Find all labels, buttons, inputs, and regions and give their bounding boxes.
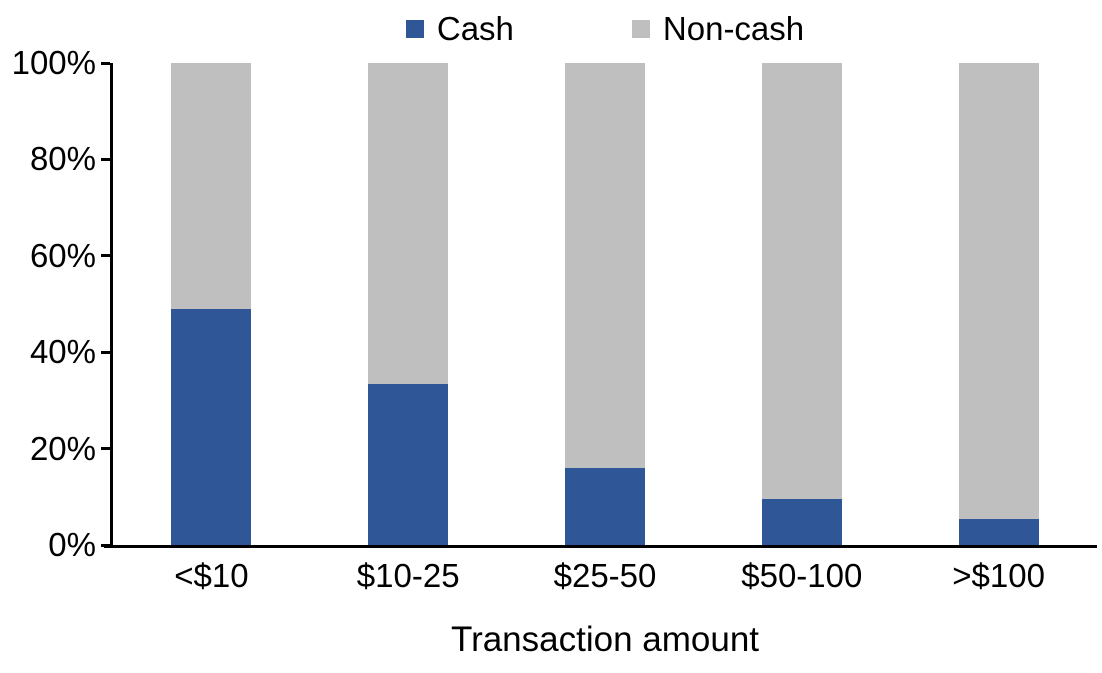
cash-legend-swatch-icon: [405, 20, 424, 38]
y-axis-tick: [101, 61, 110, 65]
bar-segment-cash: [368, 383, 449, 545]
y-axis-labels: 0% 20% 40% 60% 80% 100%: [0, 44, 96, 563]
x-axis-line: [104, 545, 1097, 548]
bar-3: [565, 63, 645, 545]
x-axis-category-label: >$100: [952, 557, 1045, 594]
chart-legend: Cash Non-cash: [113, 8, 1097, 50]
bar-4: [761, 63, 842, 545]
legend-label-cash: Cash: [436, 10, 514, 47]
y-axis-tick: [101, 157, 110, 161]
bar-segment-cash: [565, 467, 645, 545]
plot-area: [101, 61, 1097, 548]
bar-segment-non-cash: [171, 63, 252, 309]
y-axis-line: [110, 63, 113, 545]
y-axis-tick: [101, 350, 110, 354]
y-axis-tick-label: 60%: [29, 236, 96, 274]
bar-segment-cash: [171, 308, 252, 545]
y-axis-tick-label: 20%: [29, 429, 96, 467]
bar-segment-non-cash: [958, 63, 1039, 519]
bar-segment-cash: [958, 518, 1039, 545]
legend-item-cash: Cash: [405, 9, 514, 49]
y-axis-tick-label: 40%: [29, 333, 96, 371]
x-axis-category-label: $10-25: [356, 557, 460, 594]
legend-label-non-cash: Non-cash: [662, 10, 805, 47]
legend-item-non-cash: Non-cash: [631, 9, 805, 49]
y-axis-tick-label: 0%: [48, 526, 96, 563]
y-axis-tick-label: 80%: [29, 140, 96, 178]
x-axis-title: Transaction amount: [450, 620, 760, 659]
y-axis-tick-label: 100%: [11, 44, 96, 81]
x-axis-category-label: $50-100: [741, 557, 863, 594]
x-axis-category-label: <$10: [174, 557, 249, 594]
bar-segment-cash: [761, 499, 842, 545]
bar-1: [171, 63, 252, 545]
bar-segment-non-cash: [368, 63, 449, 384]
x-axis-labels: <$10 $10-25 $25-50 $50-100 >$100: [113, 556, 1097, 598]
bar-2: [368, 63, 449, 545]
bar-segment-non-cash: [565, 63, 645, 468]
non-cash-legend-swatch-icon: [631, 20, 650, 38]
x-axis-category-label: $25-50: [553, 557, 657, 594]
y-axis-tick: [101, 254, 110, 258]
y-axis-tick: [101, 447, 110, 451]
bar-5: [958, 63, 1039, 545]
bar-segment-non-cash: [761, 63, 842, 500]
